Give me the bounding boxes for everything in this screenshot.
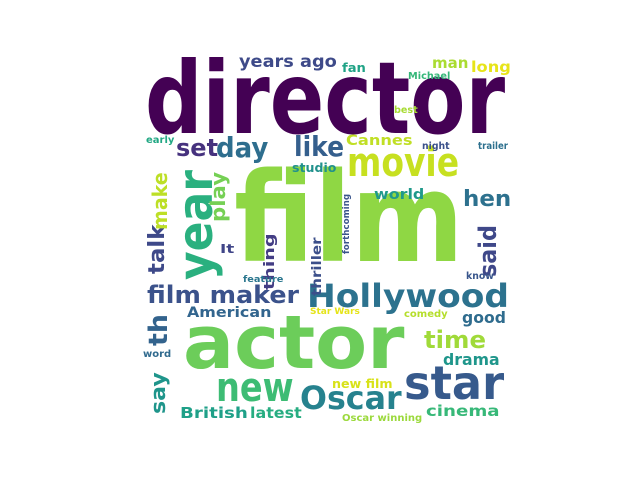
word-night: night xyxy=(422,141,450,152)
word-like: like xyxy=(294,130,345,163)
word-new-film: new film xyxy=(332,377,393,391)
word-best: best xyxy=(394,105,418,116)
word-latest: latest xyxy=(250,404,302,422)
word-trailer: trailer xyxy=(478,141,509,152)
word-american: American xyxy=(187,305,272,321)
word-star-wars: Star Wars xyxy=(310,307,360,317)
word-say: say xyxy=(146,372,170,414)
word-man: man xyxy=(432,54,469,72)
word-michael: Michael xyxy=(408,71,451,82)
word-comedy: comedy xyxy=(404,309,448,320)
word-actor: actor xyxy=(183,300,405,386)
word-world: world xyxy=(374,187,425,203)
word-studio: studio xyxy=(292,161,337,175)
word-said: said xyxy=(474,225,502,277)
word-fan: fan xyxy=(342,61,366,75)
word-talk: talk xyxy=(145,224,170,274)
word-director: director xyxy=(145,40,506,157)
word-set: set xyxy=(176,134,219,162)
word-long: long xyxy=(471,58,511,76)
word-cinema: cinema xyxy=(426,402,500,420)
word-star: star xyxy=(404,356,505,410)
word-play: play xyxy=(206,171,230,222)
word-hen: hen xyxy=(463,187,512,212)
word-day: day xyxy=(216,131,269,164)
word-british: British xyxy=(180,404,248,422)
word-years-ago: years ago xyxy=(239,52,337,72)
word-know: know xyxy=(466,271,494,282)
word-new: new xyxy=(216,365,294,411)
word-th: th xyxy=(144,314,174,346)
word-hollywood: Hollywood xyxy=(307,277,509,315)
word-word: word xyxy=(143,349,172,360)
word-it: It xyxy=(220,242,235,256)
word-oscar: Oscar xyxy=(300,379,402,417)
word-cannes: Cannes xyxy=(346,133,413,149)
word-make: make xyxy=(148,172,172,230)
word-movie: movie xyxy=(347,140,460,186)
word-good: good xyxy=(462,308,506,327)
word-forthcoming: forthcoming xyxy=(342,193,352,254)
word-drama: drama xyxy=(443,350,500,369)
word-film-maker: film maker xyxy=(147,281,300,309)
word-early: early xyxy=(146,135,175,146)
word-oscar-winning: Oscar winning xyxy=(342,413,423,424)
word-film: film xyxy=(234,147,464,291)
word-time: time xyxy=(424,326,486,354)
word-feature: feature xyxy=(243,275,284,285)
word-thriller: thriller xyxy=(310,237,325,296)
